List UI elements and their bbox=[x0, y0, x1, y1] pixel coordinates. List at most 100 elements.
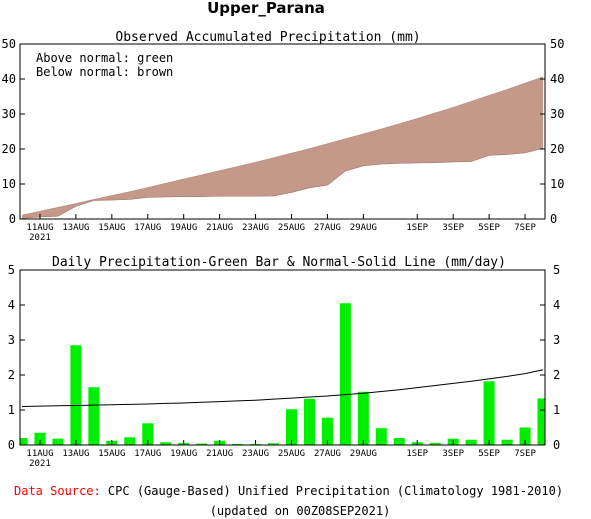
x-tick-label: 27AUG bbox=[314, 223, 341, 233]
daily-bar bbox=[321, 417, 333, 445]
x-tick-label: 15AUG bbox=[98, 449, 125, 459]
daily-bar bbox=[303, 398, 315, 445]
daily-bar bbox=[339, 303, 351, 445]
x-tick-label: 11AUG bbox=[26, 449, 53, 459]
y-tick-label-right: 20 bbox=[550, 142, 564, 156]
x-tick-label: 3SEP bbox=[442, 449, 464, 459]
daily-bar bbox=[357, 391, 369, 445]
accumulated-panel-title: Observed Accumulated Precipitation (mm) bbox=[115, 30, 420, 45]
y-tick-label-left: 0 bbox=[8, 438, 15, 452]
y-tick-label-right: 1 bbox=[553, 403, 560, 417]
data-source-text: CPC (Gauge-Based) Unified Precipitation … bbox=[101, 484, 563, 498]
accumulated-precip-panel: Observed Accumulated Precipitation (mm) … bbox=[2, 30, 565, 243]
daily-bar bbox=[124, 437, 136, 445]
x-tick-label: 1SEP bbox=[406, 449, 428, 459]
x-tick-label: 21AUG bbox=[206, 449, 233, 459]
x-tick-label: 25AUG bbox=[278, 449, 305, 459]
y-tick-label-right: 50 bbox=[550, 37, 564, 51]
y-tick-label-left: 20 bbox=[2, 142, 16, 156]
daily-bar bbox=[160, 442, 172, 445]
daily-bar-marks bbox=[20, 303, 545, 445]
x-tick-label: 19AUG bbox=[170, 449, 197, 459]
y-tick-label-right: 40 bbox=[550, 72, 564, 86]
data-source-label: Data Source: bbox=[14, 484, 101, 498]
x-tick-label: 1SEP bbox=[406, 223, 428, 233]
x-tick-label: 7SEP bbox=[514, 223, 536, 233]
x-tick-label: 7SEP bbox=[514, 449, 536, 459]
x-tick-label: 25AUG bbox=[278, 223, 305, 233]
x-tick-label: 13AUG bbox=[62, 449, 89, 459]
daily-axes: 0 0 1 1 2 2 3 3 4 4 5 5 11AUG 13AUG 15AUG 17AUG 19AUG 21A… bbox=[8, 263, 560, 469]
daily-plot-frame bbox=[19, 269, 546, 446]
y-tick-label-left: 4 bbox=[8, 298, 15, 312]
y-tick-label-left: 10 bbox=[2, 177, 16, 191]
y-tick-label-left: 40 bbox=[2, 72, 16, 86]
accumulated-axes: 0 0 10 10 20 20 30 30 40 40 50 50 11AUG 13AUG 15AUG 17A… bbox=[2, 37, 565, 243]
below-normal-area bbox=[22, 76, 543, 219]
y-tick-label-right: 30 bbox=[550, 107, 564, 121]
daily-bar bbox=[196, 443, 208, 445]
daily-bar bbox=[142, 423, 154, 445]
daily-bar bbox=[519, 427, 531, 445]
y-tick-label-right: 5 bbox=[553, 263, 560, 277]
daily-precip-panel: Daily Precipitation-Green Bar & Normal-S… bbox=[8, 255, 560, 469]
observed-accumulation-line bbox=[21, 148, 544, 219]
x-year-label: 2021 bbox=[29, 233, 51, 243]
y-tick-label-right: 4 bbox=[553, 298, 560, 312]
daily-bar bbox=[483, 381, 495, 445]
x-tick-label: 27AUG bbox=[314, 449, 341, 459]
daily-bar bbox=[285, 409, 297, 445]
daily-bar bbox=[501, 439, 513, 445]
y-tick-label-left: 2 bbox=[8, 368, 15, 382]
daily-bar bbox=[537, 398, 545, 445]
daily-bar bbox=[88, 387, 100, 445]
y-tick-label-right: 3 bbox=[553, 333, 560, 347]
normal-daily-line bbox=[21, 369, 544, 407]
x-tick-label: 11AUG bbox=[26, 223, 53, 233]
y-tick-label-right: 10 bbox=[550, 177, 564, 191]
y-tick-label-left: 30 bbox=[2, 107, 16, 121]
legend-note-above: Above normal: green bbox=[36, 51, 173, 65]
x-tick-label: 23AUG bbox=[242, 449, 269, 459]
daily-bar bbox=[70, 345, 82, 445]
normal-accumulation-line bbox=[21, 76, 544, 216]
x-tick-label: 19AUG bbox=[170, 223, 197, 233]
x-tick-label: 21AUG bbox=[206, 223, 233, 233]
x-tick-label: 17AUG bbox=[134, 449, 161, 459]
daily-bar bbox=[375, 428, 387, 445]
y-tick-label-right: 0 bbox=[550, 212, 557, 226]
x-tick-label: 13AUG bbox=[62, 223, 89, 233]
y-tick-label-right: 0 bbox=[553, 438, 560, 452]
daily-bar bbox=[429, 442, 441, 445]
daily-bar bbox=[268, 443, 280, 445]
daily-bar bbox=[393, 438, 405, 445]
updated-note: (updated on 00Z08SEP2021) bbox=[210, 504, 391, 518]
x-tick-label: 23AUG bbox=[242, 223, 269, 233]
daily-bar bbox=[20, 438, 28, 445]
x-tick-label: 15AUG bbox=[98, 223, 125, 233]
y-tick-label-left: 50 bbox=[2, 37, 16, 51]
data-source-line: Data Source: CPC (Gauge-Based) Unified P… bbox=[14, 484, 563, 498]
y-tick-label-left: 5 bbox=[8, 263, 15, 277]
accumulated-area-marks bbox=[21, 76, 544, 219]
y-tick-label-right: 2 bbox=[553, 368, 560, 382]
x-tick-label: 17AUG bbox=[134, 223, 161, 233]
accumulated-plot-frame bbox=[19, 43, 546, 220]
figure-title: Upper_Parana bbox=[207, 0, 325, 17]
y-tick-label-left: 0 bbox=[9, 212, 16, 226]
x-tick-label: 29AUG bbox=[350, 449, 377, 459]
legend-note-below: Below normal: brown bbox=[36, 65, 173, 79]
daily-panel-title: Daily Precipitation-Green Bar & Normal-S… bbox=[52, 255, 506, 270]
x-tick-label: 5SEP bbox=[478, 449, 500, 459]
daily-bar bbox=[34, 432, 46, 445]
x-tick-label: 29AUG bbox=[350, 223, 377, 233]
y-tick-label-left: 1 bbox=[8, 403, 15, 417]
x-year-label: 2021 bbox=[29, 459, 51, 469]
daily-bar bbox=[232, 443, 244, 445]
daily-bar bbox=[465, 439, 477, 445]
y-tick-label-left: 3 bbox=[8, 333, 15, 347]
x-tick-label: 3SEP bbox=[442, 223, 464, 233]
x-tick-label: 5SEP bbox=[478, 223, 500, 233]
daily-bar bbox=[52, 438, 64, 445]
